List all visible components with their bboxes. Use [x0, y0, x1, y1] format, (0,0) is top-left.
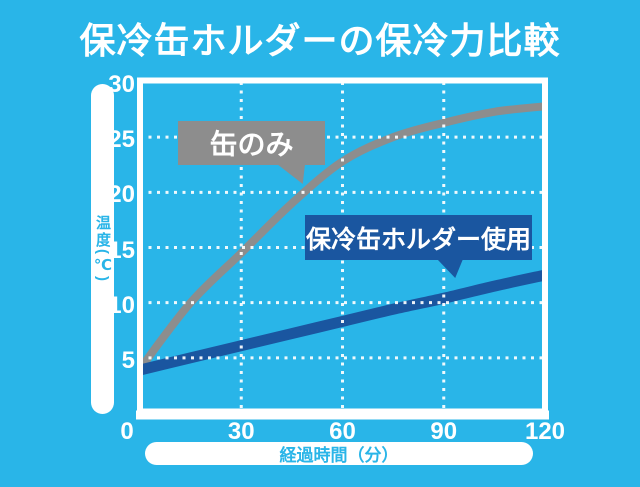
y-tick-label: 25	[108, 126, 135, 154]
y-tick-label: 15	[108, 236, 135, 264]
callout-holder-label: 保冷缶ホルダー使用	[305, 225, 531, 254]
x-tick-label: 120	[524, 418, 566, 445]
x-tick-label: 60	[329, 418, 356, 445]
y-tick-label: 10	[108, 291, 135, 319]
y-tick-label: 30	[108, 71, 135, 98]
x-axis-label: 経過時間（分）	[279, 446, 399, 465]
series-line-0	[141, 102, 544, 372]
callout-can-only: 缶のみ	[178, 121, 325, 165]
x-axis-label-pill: 経過時間（分）	[145, 442, 533, 465]
y-tick-label: 20	[108, 181, 135, 209]
x-tick-label: 30	[227, 418, 255, 445]
x-tick-label: 90	[430, 418, 458, 445]
y-tick-label: 5	[121, 346, 135, 374]
y-axis-label-pill: 温度(℃)	[91, 84, 114, 414]
chart-title: 保冷缶ホルダーの保冷力比較	[79, 20, 561, 61]
x-tick-label: 0	[120, 418, 134, 445]
y-axis-label: 温度(℃)	[94, 215, 111, 283]
callout-holder: 保冷缶ホルダー使用	[305, 215, 532, 260]
callout-can-only-label: 缶のみ	[209, 129, 294, 160]
